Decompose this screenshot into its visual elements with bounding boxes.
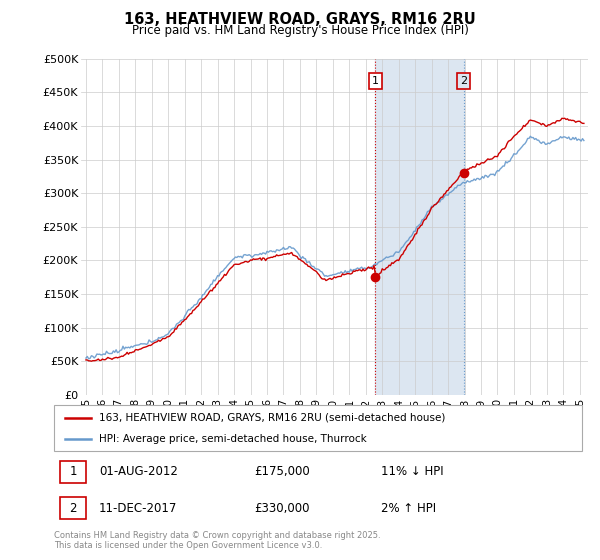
Text: 1: 1 [372, 76, 379, 86]
Text: £330,000: £330,000 [254, 502, 310, 515]
Bar [61, 460, 86, 483]
Bar [61, 497, 86, 520]
Text: 163, HEATHVIEW ROAD, GRAYS, RM16 2RU: 163, HEATHVIEW ROAD, GRAYS, RM16 2RU [124, 12, 476, 27]
Text: 11% ↓ HPI: 11% ↓ HPI [382, 465, 444, 478]
Text: 2% ↑ HPI: 2% ↑ HPI [382, 502, 436, 515]
Text: £175,000: £175,000 [254, 465, 310, 478]
Text: 163, HEATHVIEW ROAD, GRAYS, RM16 2RU (semi-detached house): 163, HEATHVIEW ROAD, GRAYS, RM16 2RU (se… [99, 413, 445, 423]
Text: Contains HM Land Registry data © Crown copyright and database right 2025.
This d: Contains HM Land Registry data © Crown c… [54, 531, 380, 550]
Bar [376, 59, 464, 395]
Text: 1: 1 [69, 465, 77, 478]
Text: Price paid vs. HM Land Registry's House Price Index (HPI): Price paid vs. HM Land Registry's House … [131, 24, 469, 37]
Text: 2: 2 [69, 502, 77, 515]
Text: HPI: Average price, semi-detached house, Thurrock: HPI: Average price, semi-detached house,… [99, 435, 367, 444]
Text: 01-AUG-2012: 01-AUG-2012 [99, 465, 178, 478]
Text: 11-DEC-2017: 11-DEC-2017 [99, 502, 177, 515]
Text: 2: 2 [460, 76, 467, 86]
